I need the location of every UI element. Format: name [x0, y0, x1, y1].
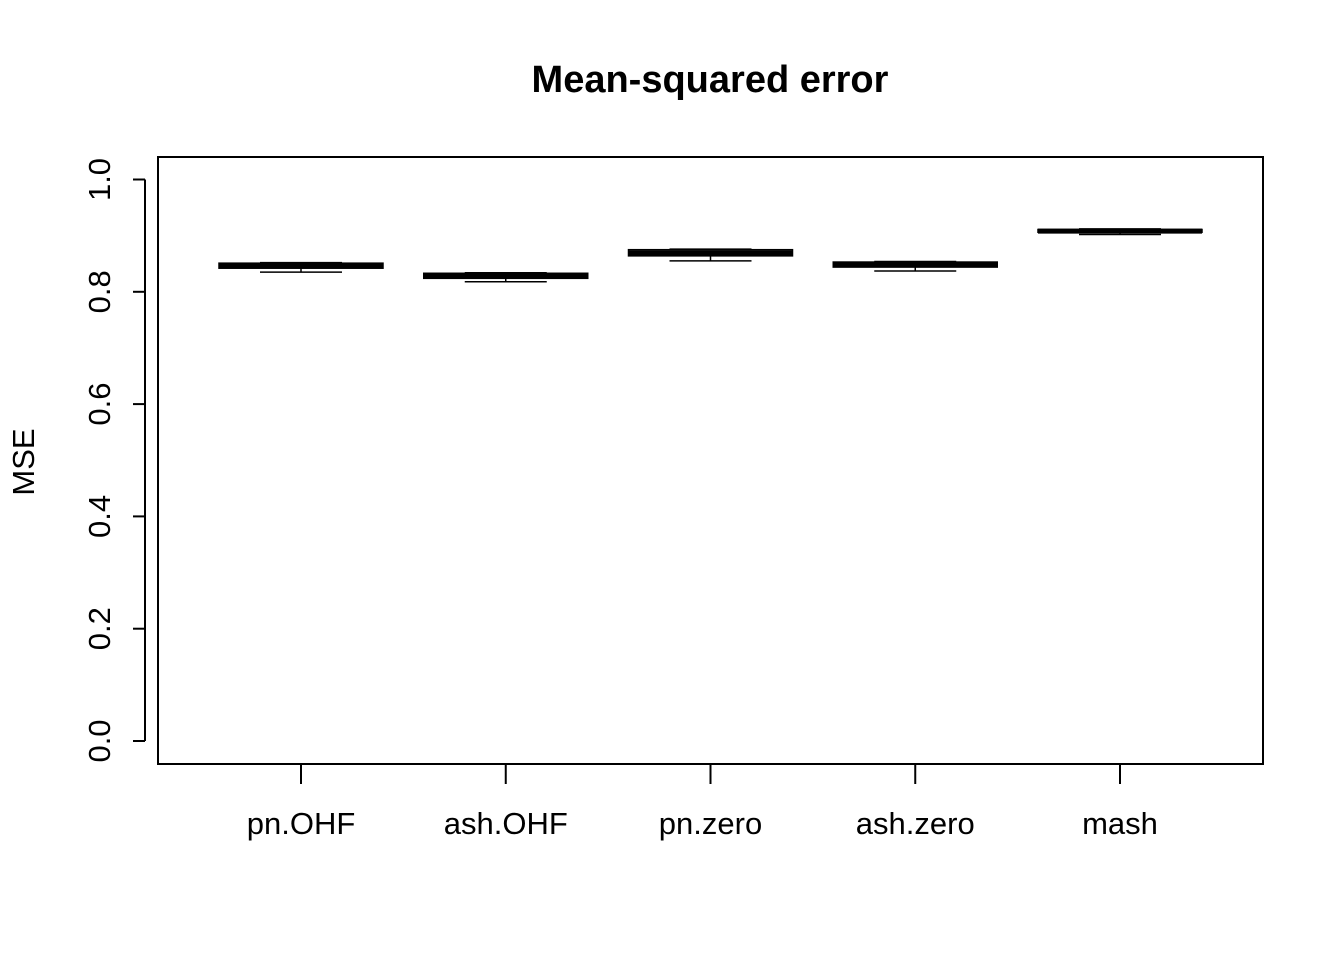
y-axis: 0.0 0.2 0.4 0.6 0.8 1.0	[82, 158, 146, 763]
plot-frame	[157, 156, 1264, 765]
box-pn-OHF	[218, 261, 384, 273]
y-tick-label: 0.0	[82, 719, 117, 762]
y-tick-label: 0.8	[82, 270, 117, 313]
y-tick-label: 0.6	[82, 383, 117, 426]
y-tick-label: 0.4	[82, 495, 117, 538]
y-tick-label: 1.0	[82, 158, 117, 201]
box-group	[218, 228, 1203, 283]
y-axis-label: MSE	[6, 428, 41, 495]
y-tick-label: 0.2	[82, 607, 117, 650]
box-ash-zero	[832, 260, 998, 272]
x-axis: pn.OHF ash.OHF pn.zero ash.zero mash	[247, 764, 1158, 841]
x-tick-label: pn.zero	[659, 806, 762, 841]
box-ash-OHF	[423, 271, 589, 283]
chart-title: Mean-squared error	[532, 59, 889, 101]
x-tick-label: mash	[1082, 806, 1158, 841]
x-tick-label: ash.zero	[856, 806, 975, 841]
box-mash	[1037, 228, 1203, 236]
x-tick-label: ash.OHF	[444, 806, 568, 841]
x-tick-label: pn.OHF	[247, 806, 356, 841]
box-pn-zero	[627, 248, 794, 262]
